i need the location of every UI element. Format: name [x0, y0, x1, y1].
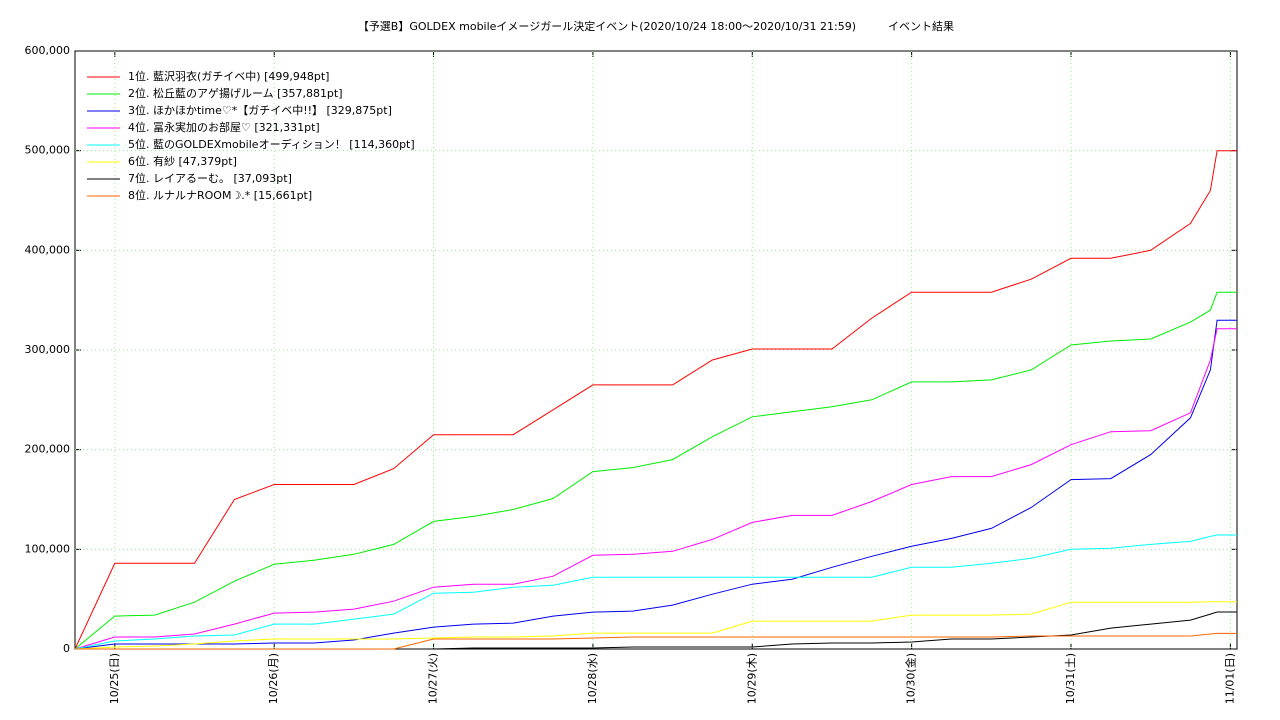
legend-label: 8位. ルナルナROOM☽.* [15,661pt]	[128, 188, 312, 202]
series-line	[74, 534, 1237, 650]
legend-label: 4位. 冨永実加のお部屋♡ [321,331pt]	[128, 120, 320, 134]
x-tick-label: 10/25(日)	[108, 653, 121, 704]
y-tick-label: 600,000	[25, 44, 71, 57]
legend-label: 3位. ほかほかtime♡*【ガチイベ中!!】 [329,875pt]	[128, 103, 392, 117]
legend-label: 6位. 有紗 [47,379pt]	[128, 154, 237, 168]
series-line	[75, 632, 1237, 650]
series-line	[74, 291, 1237, 650]
x-tick-label: 11/01(日)	[1223, 653, 1236, 704]
x-tick-label: 10/29(木)	[745, 653, 758, 704]
y-tick-label: 500,000	[25, 144, 71, 157]
legend-label: 7位. レイアるーむ。 [37,093pt]	[128, 171, 292, 185]
x-tick-label: 10/31(土)	[1064, 653, 1077, 704]
chart-title: 【予選B】GOLDEX mobileイメージガール決定イベント(2020/10/…	[358, 19, 856, 33]
x-tick-label: 10/26(月)	[267, 653, 280, 704]
series-line	[74, 328, 1237, 650]
chart-subtitle: イベント結果	[888, 19, 954, 33]
y-tick-label: 400,000	[25, 243, 71, 256]
legend-label: 1位. 藍沢羽衣(ガチイベ中) [499,948pt]	[128, 69, 329, 83]
x-tick-label: 10/30(金)	[904, 653, 918, 704]
series-line	[74, 319, 1237, 650]
legend-label: 2位. 松丘藍のアゲ揚げルーム [357,881pt]	[128, 86, 343, 100]
y-tick-label: 300,000	[25, 343, 71, 356]
y-tick-label: 0	[63, 642, 70, 655]
x-tick-label: 10/28(水)	[586, 653, 599, 704]
y-tick-label: 100,000	[25, 542, 71, 555]
x-tick-label: 10/27(火)	[427, 653, 440, 704]
series-line	[74, 601, 1237, 650]
legend-label: 5位. 藍のGOLDEXmobileオーディション！ [114,360pt]	[128, 137, 415, 151]
y-tick-label: 200,000	[25, 443, 71, 456]
series-line	[74, 150, 1237, 650]
